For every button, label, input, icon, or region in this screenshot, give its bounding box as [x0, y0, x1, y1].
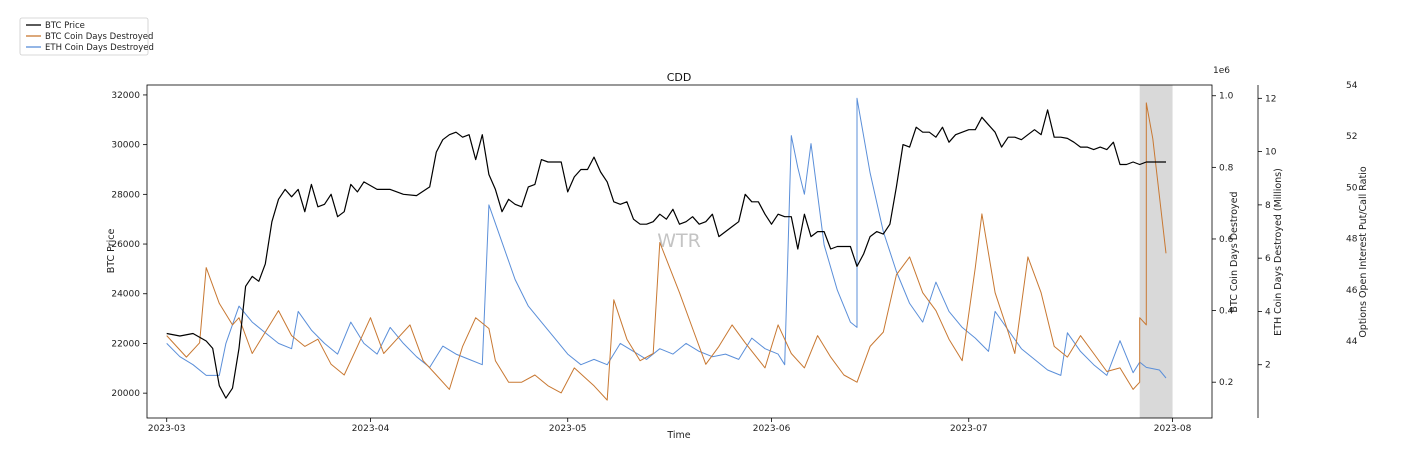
y-right2-tick-label: 6	[1265, 254, 1271, 264]
y-left-tick-label: 32000	[111, 91, 140, 101]
y-axis-label-btc-cdd: BTC Coin Days Destroyed	[1229, 191, 1240, 312]
y-right3-tick-label: 52	[1346, 132, 1357, 142]
y-right1-tick-label: 0.6	[1219, 235, 1234, 245]
y-right1-tick-label: 1.0	[1219, 92, 1234, 102]
y-right2-tick-label: 10	[1265, 148, 1277, 158]
y-left-tick-label: 24000	[111, 290, 140, 300]
y-axis-label-btc-price: BTC Price	[106, 229, 117, 274]
chart-title: CDD	[667, 71, 692, 84]
y-left-tick-label: 22000	[111, 339, 140, 349]
legend: BTC Price BTC Coin Days Destroyed ETH Co…	[19, 17, 154, 56]
series-line-btc-price	[166, 109, 1166, 399]
y-right2-tick-label: 12	[1265, 94, 1276, 104]
x-tick-label: 2023-07	[950, 424, 988, 434]
y-right3-tick-label: 54	[1346, 81, 1358, 91]
y-right2-tick-label: 2	[1265, 361, 1271, 371]
y-left-tick-label: 30000	[111, 141, 140, 151]
y-right1-tick-label: 0.2	[1219, 378, 1233, 388]
y-left-tick-label: 20000	[111, 389, 140, 399]
y-axis-put-call: 44 46 48 50 52 54	[1346, 81, 1358, 347]
legend-label-btc-price: BTC Price	[45, 21, 85, 31]
series-line-eth-cdd	[166, 97, 1167, 379]
y-axis-btc-price: 20000 22000 24000 26000 28000 30000 32000	[111, 91, 147, 399]
y-left-tick-label: 26000	[111, 240, 140, 250]
y-right3-tick-label: 46	[1346, 286, 1358, 296]
x-axis-label: Time	[666, 430, 690, 441]
shaded-region	[1139, 85, 1173, 418]
y-axis-label-put-call: Options Open Interest Put/Call Ratio	[1358, 166, 1369, 338]
plot-frame	[146, 84, 1213, 419]
x-tick-label: 2023-05	[549, 424, 587, 434]
watermark: WTR	[657, 230, 701, 252]
series-layer	[166, 97, 1167, 401]
y-axis-eth-cdd: 2 4 6 8 10 12	[1257, 85, 1277, 418]
legend-label-eth-cdd: ETH Coin Days Destroyed	[45, 43, 154, 53]
y-axis-multiplier-btc-cdd: 1e6	[1213, 66, 1230, 76]
y-right1-tick-label: 0.8	[1219, 163, 1234, 173]
y-right1-tick-label: 0.4	[1219, 307, 1234, 317]
legend-box	[19, 17, 149, 56]
y-axis-label-eth-cdd: ETH Coin Days Destroyed (Millions)	[1273, 168, 1284, 336]
x-tick-label: 2023-04	[352, 424, 390, 434]
x-tick-label: 2023-03	[148, 424, 186, 434]
y-right3-tick-label: 50	[1346, 183, 1358, 193]
y-axis-btc-cdd: 0.2 0.4 0.6 0.8 1.0	[1212, 92, 1234, 388]
legend-label-btc-cdd: BTC Coin Days Destroyed	[45, 32, 153, 42]
series-line-btc-cdd	[166, 102, 1167, 401]
x-tick-label: 2023-08	[1154, 424, 1192, 434]
x-tick-label: 2023-06	[753, 424, 791, 434]
y-right2-tick-label: 8	[1265, 201, 1271, 211]
y-right2-tick-label: 4	[1265, 307, 1271, 317]
x-axis: 2023-03 2023-04 2023-05 2023-06 2023-07 2023-…	[148, 418, 1192, 434]
y-right3-tick-label: 44	[1346, 337, 1358, 347]
y-left-tick-label: 28000	[111, 190, 140, 200]
y-right3-tick-label: 48	[1346, 235, 1358, 245]
